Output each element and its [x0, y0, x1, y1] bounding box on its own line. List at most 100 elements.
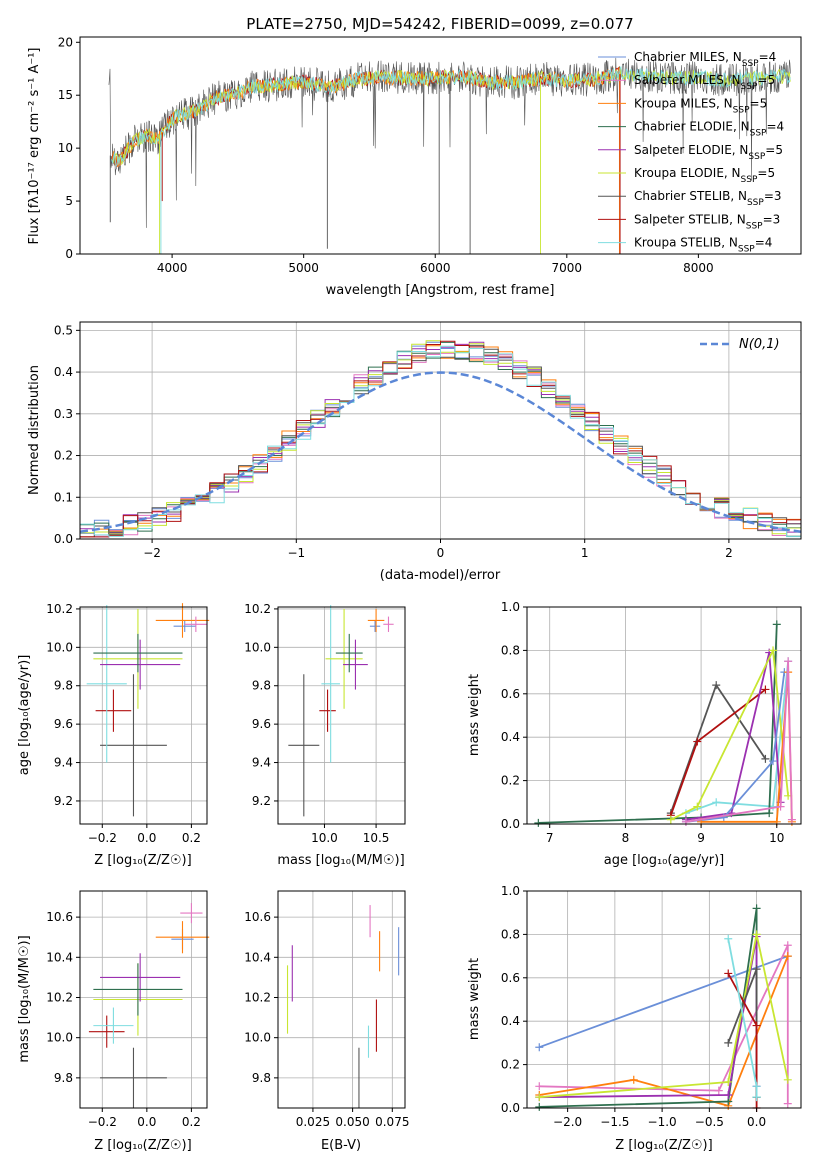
x-tick-label: 10	[769, 831, 784, 845]
salpeter_elodie-weight-line	[685, 652, 782, 821]
salpeter_stelib-weight-marker	[752, 1021, 761, 1030]
y-tick-label: 0.2	[54, 449, 73, 463]
age-vs-Z-gridlines	[80, 607, 207, 824]
kroupa_stelib-weight-marker	[712, 798, 721, 807]
histogram-ticks: −2 −1 0 1 2 0.0 0.1 0.2 0.3 0.4 0.5	[54, 323, 733, 560]
y-tick-label: 9.2	[54, 794, 73, 808]
mass-weight-vs-Z-panel: −2.0 −1.5 −1.0 −0.5 0.0 0.0 0.2 0.4 0.6 0.8 1.0 Z …	[467, 884, 802, 1153]
residual-histogram-panel: −2 −1 0 1 2 0.0 0.1 0.2 0.3 0.4 0.5 N(0,1) (data-m…	[27, 321, 802, 583]
chabrier_elodie-errorbar	[93, 633, 183, 673]
salpeter_miles-weight-marker	[783, 1099, 792, 1108]
x-tick-label: 7	[546, 831, 554, 845]
y-tick-label: 9.8	[54, 1071, 73, 1085]
kroupa_elodie-weight-marker	[666, 815, 675, 824]
kroupa_elodie-weight-marker	[768, 646, 777, 655]
x-tick-label: 10.0	[311, 831, 338, 845]
y-tick-label: 0.2	[501, 1058, 520, 1072]
mass-vs-ebv-x-label: E(B-V)	[321, 1138, 361, 1153]
mass-weight-vs-age-ticks: 7 8 9 10 0.0 0.2 0.4 0.6 0.8 1.0	[501, 600, 785, 845]
chabrier_elodie-weight-marker	[752, 904, 761, 913]
age-vs-mass-gridlines	[278, 607, 405, 824]
chabrier_stelib-weight-marker	[752, 965, 761, 974]
age-vs-Z-y-label: age [log₁₀(age/yr)]	[17, 655, 32, 776]
age-vs-metallicity-panel: −0.2 0.0 0.2 9.2 9.4 9.6 9.8 10.0 10.2 Z [log₁₀(…	[17, 602, 210, 868]
salpeter_miles-weight-marker	[784, 657, 793, 666]
x-tick-label: 0.0	[137, 1115, 156, 1129]
age-vs-Z-axes-frame	[79, 606, 208, 825]
legend-label: Kroupa ELODIE, NSSP=5	[634, 166, 775, 185]
y-tick-label: 10.0	[244, 1031, 271, 1045]
mass-vs-ebv-errorbars	[286, 905, 400, 1108]
x-tick-label: 4000	[157, 261, 188, 275]
kroupa_elodie-weight-marker	[724, 1077, 733, 1086]
chabrier_miles-weight-marker	[768, 757, 777, 766]
legend-label: Chabrier STELIB, NSSP=3	[634, 189, 782, 208]
y-tick-label: 10.2	[244, 990, 271, 1004]
salpeter_miles-weight-marker	[714, 1086, 723, 1095]
y-tick-label: 10.0	[244, 640, 271, 654]
mass-weight-vs-age-panel: 7 8 9 10 0.0 0.2 0.4 0.6 0.8 1.0 age [log₁₀(age/y…	[467, 600, 802, 868]
y-tick-label: 9.6	[54, 717, 73, 731]
x-tick-label: 10.5	[363, 831, 390, 845]
spectrum-ticks: 4000 5000 6000 7000 8000 0 5 10 15 20	[58, 35, 714, 275]
kroupa_elodie-weight-marker	[693, 802, 702, 811]
mass-vs-ebv-gridlines	[278, 891, 405, 1108]
histogram-steps	[79, 340, 802, 538]
chabrier_miles-weight-line	[538, 955, 789, 1049]
salpeter_elodie-weight-line	[539, 936, 758, 1099]
y-tick-label: 0.4	[501, 730, 520, 744]
kroupa_miles-errorbar	[155, 603, 210, 638]
kroupa_miles-errorbar	[367, 608, 385, 632]
salpeter_stelib-weight-marker	[724, 969, 733, 978]
salpeter_stelib-errorbar	[319, 689, 336, 732]
x-tick-label: 0.0	[747, 1115, 766, 1129]
chabrier_stelib-weight-marker	[761, 754, 770, 763]
salpeter_elodie-errorbar	[343, 639, 368, 690]
mass-weight-vs-age-lines	[534, 620, 796, 827]
y-tick-label: 10.4	[46, 950, 73, 964]
chabrier_elodie-errorbar	[93, 963, 183, 1016]
histogram-legend: N(0,1)	[700, 337, 780, 352]
y-tick-label: 0.3	[54, 407, 73, 421]
y-tick-label: 1.0	[501, 884, 520, 898]
salpeter_elodie-weight-marker	[724, 1090, 733, 1099]
age-vs-Z-ticks: −0.2 0.0 0.2 9.2 9.4 9.6 9.8 10.0 10.2	[46, 602, 201, 845]
y-tick-label: 15	[58, 88, 73, 102]
mass-weight-vs-Z-y-label: mass weight	[467, 958, 482, 1040]
kroupa_elodie-weight-marker	[535, 1093, 544, 1102]
x-tick-label: 9	[697, 831, 705, 845]
kroupa_stelib-weight-marker	[752, 1082, 761, 1091]
mass-vs-Z-y-label: mass [log₁₀(M/M☉)]	[17, 935, 32, 1062]
y-tick-label: 9.8	[252, 679, 271, 693]
mass-vs-Z-axes-frame	[79, 890, 208, 1109]
age-vs-mass-panel: 10.0 10.5 9.2 9.4 9.6 9.8 10.0 10.2 mass [log₁₀…	[244, 602, 406, 868]
salpeter_miles-errorbar	[180, 903, 203, 924]
x-tick-label: −0.2	[88, 831, 117, 845]
kroupa_stelib-errorbar	[321, 605, 340, 763]
y-tick-label: 10.4	[244, 950, 271, 964]
x-tick-label: 0.2	[182, 831, 201, 845]
kroupa_stelib-errorbar	[86, 605, 127, 763]
mass-vs-Z-ticks: −0.2 0.0 0.2 9.8 10.0 10.2 10.4 10.6	[46, 910, 201, 1129]
x-tick-label: 6000	[420, 261, 451, 275]
age-vs-mass-x-label: mass [log₁₀(M/M☉)]	[277, 853, 404, 868]
mass-weight-vs-Z-gridlines	[527, 890, 801, 1109]
mass-vs-Z-x-label: Z [log₁₀(Z/Z☉)]	[94, 1138, 191, 1153]
salpeter_elodie-errorbar	[100, 639, 181, 690]
chabrier_elodie-weight-marker	[535, 1102, 544, 1111]
kroupa_elodie-weight-line	[670, 647, 789, 821]
chabrier_stelib-weight-line	[669, 683, 767, 814]
kroupa_elodie-weight-marker	[783, 1075, 792, 1084]
chabrier_miles-errorbar	[369, 620, 381, 632]
x-tick-label: −2	[143, 546, 161, 560]
y-tick-label: 0.0	[501, 1101, 520, 1115]
histogram-x-label: (data-model)/error	[380, 568, 501, 583]
y-tick-label: 10.2	[244, 602, 271, 616]
mass-vs-Z-errorbars	[88, 903, 210, 1108]
y-tick-label: 0.0	[501, 817, 520, 831]
spectrum-x-label: wavelength [Angstrom, rest frame]	[326, 283, 555, 298]
spectrum-lines	[108, 57, 791, 254]
salpeter_miles-weight-marker	[783, 941, 792, 950]
chabrier_elodie-weight-marker	[765, 809, 774, 818]
